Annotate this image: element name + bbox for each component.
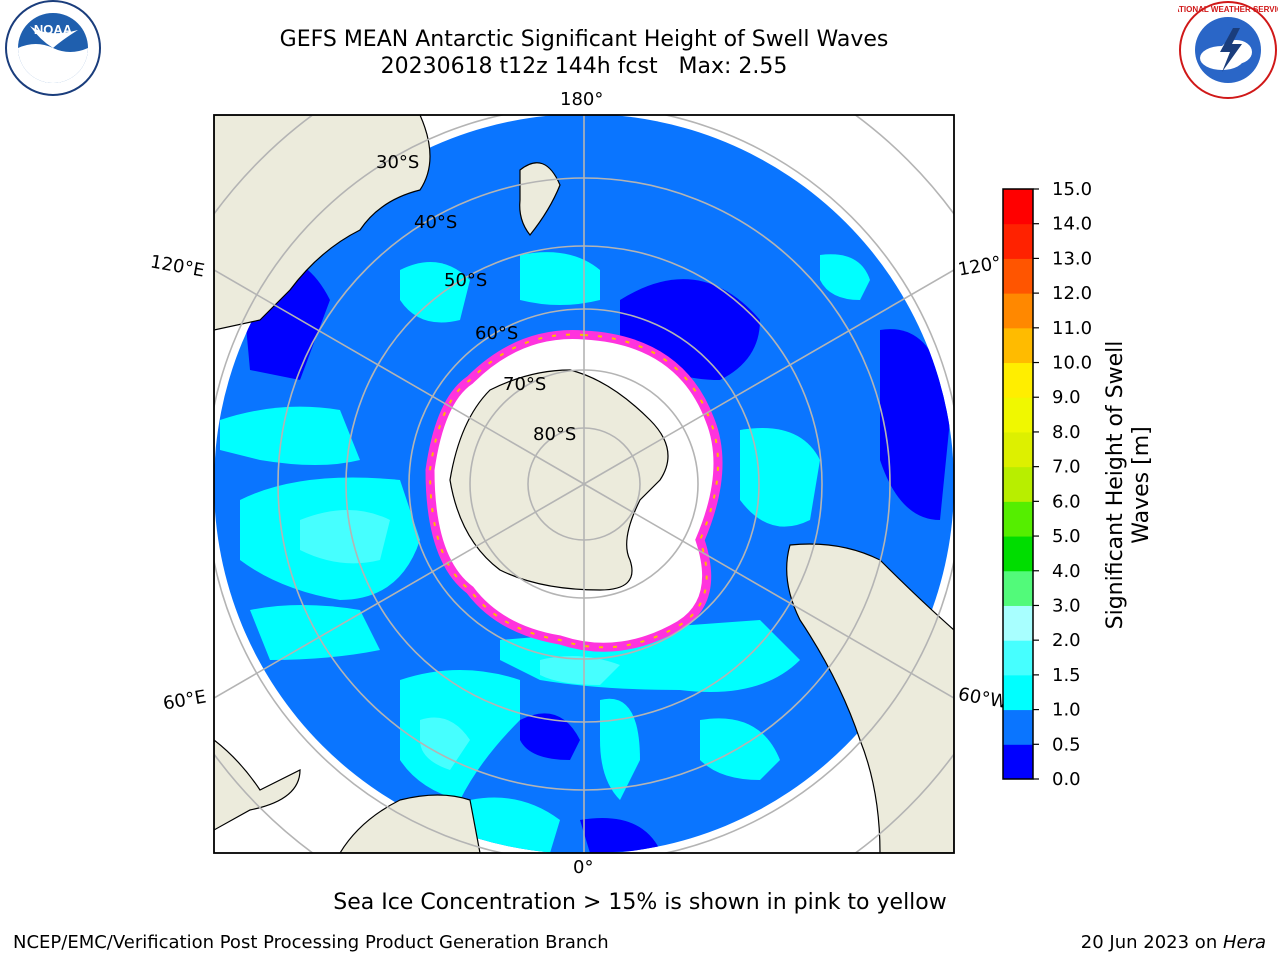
date-prefix: 20 Jun 2023 on bbox=[1080, 932, 1223, 953]
colorbar-outline bbox=[1002, 188, 1034, 780]
lon-label-top: 180° bbox=[560, 89, 604, 110]
colorbar-swatch bbox=[1003, 258, 1033, 294]
colorbar-swatch bbox=[1003, 570, 1033, 606]
colorbar-label-line1: Significant Height of Swell bbox=[1103, 340, 1128, 630]
colorbar-tick-label: 7.0 bbox=[1052, 457, 1081, 478]
colorbar-swatch bbox=[1003, 744, 1033, 780]
colorbar-tick-label: 0.0 bbox=[1052, 769, 1081, 790]
noaa-logo-text: NOAA bbox=[34, 22, 73, 37]
machine-name: Hera bbox=[1222, 932, 1266, 953]
colorbar-tick-label: 11.0 bbox=[1052, 318, 1092, 339]
colorbar-swatch bbox=[1003, 223, 1033, 259]
colorbar-swatch bbox=[1003, 709, 1033, 745]
noaa-logo: NOAA bbox=[5, 0, 101, 96]
colorbar-tick-label: 14.0 bbox=[1052, 214, 1092, 235]
graticule bbox=[214, 115, 954, 853]
colorbar-swatch bbox=[1003, 362, 1033, 398]
colorbar-tick-label: 8.0 bbox=[1052, 422, 1081, 443]
nws-logo: NATIONAL WEATHER SERVICE bbox=[1178, 1, 1278, 99]
lat-label: 70°S bbox=[503, 374, 547, 395]
antarctica-land bbox=[449, 369, 669, 591]
africa-land bbox=[339, 794, 481, 853]
colorbar-tick-label: 6.0 bbox=[1052, 491, 1081, 512]
colorbar-swatch bbox=[1003, 536, 1033, 572]
colorbar-tick-label: 0.5 bbox=[1052, 734, 1081, 755]
sea-ice-note: Sea Ice Concentration > 15% is shown in … bbox=[333, 890, 947, 915]
colorbar-tick-label: 10.0 bbox=[1052, 353, 1092, 374]
map-frame bbox=[213, 114, 955, 854]
colorbar-swatch bbox=[1003, 327, 1033, 364]
colorbar-ticks: 0.0 0.5 1.0 1.5 2.0 3.0 4.0 5.0 6.0 7.0 8.0 9.0 10.0… bbox=[1033, 179, 1092, 790]
lat-label: 80°S bbox=[533, 424, 577, 445]
colorbar-swatch bbox=[1003, 293, 1033, 329]
colorbar-tick-label: 3.0 bbox=[1052, 595, 1081, 616]
south-america-land bbox=[786, 543, 954, 853]
colorbar-swatch bbox=[1003, 431, 1033, 468]
colorbar-swatch bbox=[1003, 466, 1033, 502]
lat-label: 30°S bbox=[376, 152, 420, 173]
lat-label: 40°S bbox=[414, 212, 458, 233]
colorbar-tick-label: 13.0 bbox=[1052, 248, 1092, 269]
colorbar-label-line2: Waves [m] bbox=[1129, 426, 1154, 544]
colorbar-swatches bbox=[1003, 189, 1033, 780]
colorbar-swatch bbox=[1003, 605, 1033, 641]
lon-label-bottom: 0° bbox=[573, 857, 594, 878]
colorbar-tick-label: 2.0 bbox=[1052, 630, 1081, 651]
madagascar-land bbox=[214, 739, 301, 831]
colorbar-tick-label: 1.5 bbox=[1052, 665, 1081, 686]
colorbar-swatch bbox=[1003, 397, 1033, 433]
credit-text: NCEP/EMC/Verification Post Processing Pr… bbox=[13, 932, 609, 953]
colorbar-tick-label: 5.0 bbox=[1052, 526, 1081, 547]
nws-logo-text: NATIONAL WEATHER SERVICE bbox=[1178, 5, 1278, 14]
colorbar-tick-label: 15.0 bbox=[1052, 179, 1092, 200]
colorbar-swatch bbox=[1003, 640, 1033, 676]
new-zealand-land bbox=[519, 162, 561, 236]
colorbar-tick-label: 1.0 bbox=[1052, 700, 1081, 721]
date-text: 20 Jun 2023 on Hera bbox=[1081, 932, 1266, 953]
colorbar-tick-label: 4.0 bbox=[1052, 561, 1081, 582]
lat-label: 50°S bbox=[444, 270, 488, 291]
colorbar-swatch bbox=[1003, 501, 1033, 537]
colorbar-swatch bbox=[1003, 189, 1033, 225]
chart-subtitle: 20230618 t12z 144h fcst Max: 2.55 bbox=[380, 54, 788, 79]
colorbar-tick-label: 9.0 bbox=[1052, 387, 1081, 408]
chart-title: GEFS MEAN Antarctic Significant Height o… bbox=[279, 27, 889, 52]
colorbar-tick-label: 12.0 bbox=[1052, 283, 1092, 304]
colorbar-swatch bbox=[1003, 674, 1033, 711]
lat-label: 60°S bbox=[475, 323, 519, 344]
